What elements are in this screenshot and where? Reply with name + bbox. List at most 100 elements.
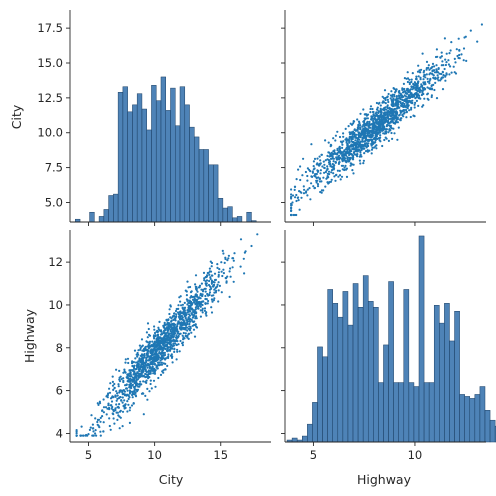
scatter-point — [179, 339, 182, 343]
scatter-point — [126, 393, 129, 396]
scatter-point — [462, 59, 465, 62]
scatter-point — [413, 95, 416, 98]
scatter-point — [153, 337, 156, 340]
scatter-point — [453, 57, 456, 61]
scatter-point — [210, 281, 213, 284]
scatter-point — [342, 132, 345, 135]
scatter-point — [210, 294, 213, 297]
scatter-point — [384, 130, 387, 133]
scatter-point — [141, 375, 145, 378]
scatter-point — [153, 372, 157, 375]
scatter-point — [381, 144, 384, 148]
highway-hist-bar — [393, 382, 399, 443]
scatter-point — [205, 298, 208, 301]
scatter-point — [386, 96, 389, 99]
scatter-point — [431, 65, 434, 68]
scatter-point — [312, 185, 315, 188]
scatter-point — [183, 301, 186, 304]
scatter-point — [126, 400, 129, 403]
scatter-point — [197, 305, 200, 308]
scatter-point — [323, 166, 326, 169]
scatter-point — [306, 174, 309, 178]
scatter-point — [410, 106, 413, 109]
scatter-point — [217, 281, 220, 284]
scatter-point — [146, 362, 150, 365]
scatter-point — [125, 383, 128, 387]
scatter-point — [332, 172, 335, 175]
scatter-point — [430, 88, 434, 91]
scatter-point — [426, 86, 429, 89]
scatter-point — [137, 353, 140, 356]
scatter-point — [402, 82, 405, 85]
scatter-point — [212, 284, 215, 287]
scatter-point — [161, 347, 165, 350]
scatter-point — [432, 76, 435, 79]
scatter-point — [162, 369, 165, 372]
scatter-point — [167, 332, 170, 335]
scatter-point — [111, 405, 114, 409]
scatter-point — [199, 315, 202, 318]
scatter-point — [102, 406, 106, 409]
scatter-point — [174, 326, 177, 329]
highway-hist-bar — [413, 386, 420, 443]
scatter-point — [437, 71, 440, 74]
scatter-point — [454, 61, 457, 64]
scatter-point — [415, 99, 418, 102]
scatter-point — [366, 149, 369, 152]
scatter-point — [138, 370, 141, 373]
scatter-point — [153, 346, 156, 349]
scatter-point — [343, 166, 346, 169]
scatter-point — [209, 276, 212, 279]
scatter-point — [110, 400, 114, 403]
scatter-point — [324, 185, 327, 188]
scatter-point — [163, 338, 166, 342]
scatter-point — [358, 159, 361, 162]
scatter-point — [169, 342, 172, 346]
scatter-point — [152, 379, 156, 382]
scatter-point — [397, 94, 401, 97]
scatter-point — [218, 284, 221, 287]
scatter-point — [178, 318, 182, 321]
scatter-point — [346, 143, 349, 147]
scatter-point — [186, 334, 189, 337]
scatter-point — [359, 144, 362, 147]
scatter-point — [420, 83, 423, 86]
scatter-point — [96, 418, 99, 421]
scatter-point — [414, 101, 417, 104]
scatter-point — [204, 302, 207, 305]
scatter-point — [410, 80, 413, 84]
scatter-point — [319, 159, 322, 162]
scatter-point — [342, 135, 345, 138]
scatter-point — [145, 359, 148, 362]
scatter-point — [338, 135, 342, 139]
scatter-point — [186, 321, 189, 324]
scatter-point — [408, 109, 411, 112]
scatter-point — [390, 131, 393, 135]
scatter-point — [210, 279, 213, 282]
scatter-point — [429, 88, 432, 91]
scatter-point — [146, 322, 150, 325]
scatter-point — [382, 97, 386, 100]
scatter-point — [297, 168, 300, 171]
scatter-point — [210, 311, 214, 314]
scatter-point — [416, 95, 419, 98]
scatter-point — [403, 77, 406, 80]
scatter-point — [158, 356, 161, 359]
scatter-point — [174, 319, 177, 322]
scatter-point — [421, 90, 424, 93]
scatter-point — [200, 282, 203, 285]
scatter-point — [99, 420, 102, 423]
scatter-point — [423, 81, 427, 84]
scatter-point — [427, 66, 430, 69]
scatter-point — [107, 402, 110, 405]
scatter-point — [192, 310, 195, 313]
scatter-point — [80, 425, 83, 428]
highway-hist-bar — [367, 301, 374, 443]
scatter-point — [174, 309, 178, 313]
scatter-point — [186, 280, 189, 283]
scatter-point — [389, 121, 392, 124]
scatter-point — [210, 265, 213, 268]
scatter-point — [140, 363, 143, 366]
scatter-point — [326, 168, 329, 171]
scatter-point — [344, 151, 347, 154]
